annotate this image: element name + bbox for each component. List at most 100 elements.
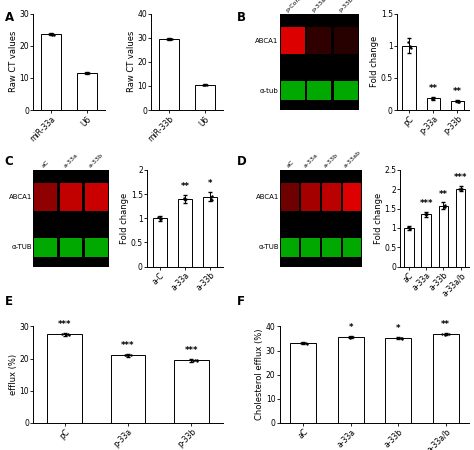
Y-axis label: Fold change: Fold change — [370, 36, 379, 87]
Point — [406, 225, 414, 232]
Point — [428, 94, 436, 102]
Point — [440, 202, 448, 209]
Y-axis label: Cholesterol efflux (%): Cholesterol efflux (%) — [255, 329, 264, 420]
Point — [438, 331, 446, 338]
Point — [455, 98, 462, 105]
Bar — [60, 238, 82, 257]
Text: **: ** — [453, 87, 462, 96]
Point — [46, 30, 53, 37]
Point — [345, 334, 353, 341]
Point — [166, 36, 173, 43]
Point — [440, 203, 447, 211]
Text: **: ** — [441, 320, 450, 329]
Bar — [322, 238, 341, 257]
Bar — [77, 73, 97, 110]
Y-axis label: Fold change: Fold change — [374, 193, 383, 244]
Bar — [35, 184, 57, 211]
Text: *: * — [348, 323, 353, 332]
Text: α-TUB: α-TUB — [258, 244, 279, 250]
Point — [456, 98, 463, 105]
Point — [349, 333, 357, 341]
Point — [441, 331, 449, 338]
Point — [201, 81, 209, 89]
Bar — [85, 238, 108, 257]
Point — [406, 43, 413, 50]
Text: a-33a: a-33a — [63, 153, 79, 169]
Bar — [343, 238, 361, 257]
Point — [65, 332, 73, 339]
Bar — [334, 81, 358, 100]
Bar — [456, 189, 465, 266]
Point — [397, 334, 404, 342]
Point — [301, 340, 308, 347]
Text: p-33b: p-33b — [337, 0, 354, 13]
Point — [431, 95, 438, 102]
Bar — [195, 85, 215, 110]
Point — [422, 210, 429, 217]
Text: p-33a: p-33a — [311, 0, 328, 13]
Text: *: * — [208, 179, 212, 188]
Bar — [402, 46, 416, 110]
Point — [203, 81, 210, 88]
Y-axis label: Fold change: Fold change — [120, 193, 129, 244]
Bar — [421, 214, 431, 266]
Point — [399, 334, 406, 342]
Point — [49, 31, 56, 38]
Point — [207, 195, 215, 202]
Text: D: D — [237, 155, 247, 168]
Text: B: B — [237, 11, 246, 24]
Point — [429, 95, 437, 103]
Text: ABCA1: ABCA1 — [255, 37, 279, 44]
Point — [124, 352, 131, 360]
Point — [83, 70, 91, 77]
Text: ***: *** — [419, 199, 433, 208]
Point — [442, 330, 449, 338]
Bar — [41, 35, 61, 110]
Text: p-Con: p-Con — [284, 0, 301, 13]
Bar — [281, 184, 299, 211]
Bar — [427, 99, 440, 110]
Point — [128, 352, 135, 359]
Text: ***: *** — [121, 341, 135, 350]
Bar — [60, 184, 82, 211]
Point — [193, 358, 201, 365]
Point — [209, 196, 216, 203]
Point — [456, 185, 463, 192]
Text: F: F — [237, 295, 245, 308]
Point — [180, 194, 188, 202]
Point — [346, 334, 354, 341]
Text: α-tub: α-tub — [260, 88, 279, 94]
Point — [303, 340, 310, 347]
Text: a-33b: a-33b — [88, 153, 105, 169]
Text: ABCA1: ABCA1 — [9, 194, 32, 200]
Bar — [337, 338, 364, 423]
Point — [404, 38, 412, 45]
Point — [181, 197, 189, 204]
Text: **: ** — [428, 84, 438, 93]
Point — [82, 69, 90, 76]
Text: ***: *** — [58, 320, 72, 329]
Point — [182, 195, 190, 203]
Text: ***: *** — [184, 346, 198, 355]
Text: **: ** — [439, 189, 448, 198]
Bar — [47, 334, 82, 423]
Point — [302, 340, 310, 347]
Point — [164, 35, 171, 42]
Text: aC: aC — [41, 160, 51, 169]
Bar — [438, 206, 448, 266]
Point — [122, 352, 129, 359]
Point — [208, 194, 215, 201]
Point — [193, 356, 201, 364]
Point — [428, 95, 436, 102]
Bar — [385, 338, 411, 423]
Y-axis label: Raw CT values: Raw CT values — [9, 31, 18, 93]
Bar — [451, 101, 464, 110]
Text: a-33b: a-33b — [323, 153, 339, 169]
Bar — [174, 360, 209, 423]
Bar — [281, 81, 305, 100]
Bar — [203, 197, 217, 266]
Bar — [281, 27, 305, 54]
Text: aC: aC — [285, 160, 295, 169]
Point — [50, 31, 57, 38]
Text: E: E — [5, 295, 13, 308]
